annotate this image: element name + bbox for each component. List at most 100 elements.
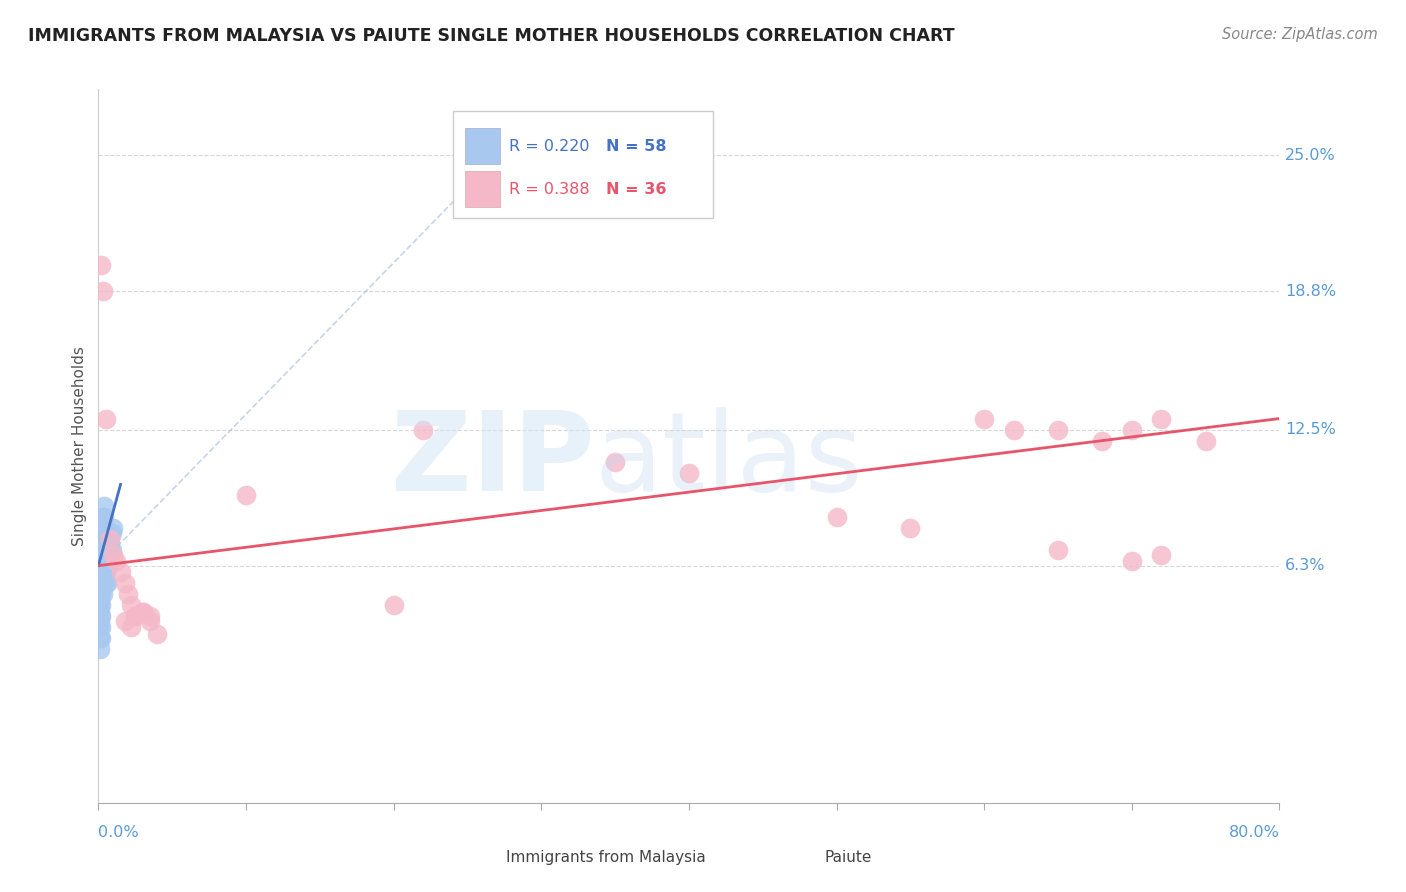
FancyBboxPatch shape [789,844,818,871]
Point [96,548,118,562]
Point [96,561,118,575]
Point [90,554,112,568]
Point [93,500,115,514]
Text: R = 0.388: R = 0.388 [509,182,591,196]
Point [412,423,434,437]
Text: Source: ZipAtlas.com: Source: ZipAtlas.com [1222,27,1378,42]
Point [89,591,111,606]
Point [91,554,114,568]
Point [90,548,112,562]
Point [100,543,122,558]
Point [90,561,112,575]
Point [90,587,112,601]
Point [90,525,112,540]
Point [98,548,121,562]
Point [132,605,155,619]
Point [1046,423,1069,437]
Point [90,539,112,553]
Point [90,609,112,624]
Text: N = 36: N = 36 [606,182,666,196]
Text: Immigrants from Malaysia: Immigrants from Malaysia [506,849,706,864]
Point [93,539,115,553]
Point [89,642,111,657]
Point [146,626,169,640]
Point [120,598,142,612]
Point [124,609,146,624]
Point [1195,434,1218,448]
Point [89,631,111,645]
Point [91,521,114,535]
Point [1091,434,1114,448]
Point [89,609,111,624]
Text: 6.3%: 6.3% [1285,558,1326,574]
Point [973,411,995,425]
Point [94,411,117,425]
Point [89,566,111,580]
Point [91,587,114,601]
Point [105,554,128,568]
Point [114,614,136,628]
Text: 18.8%: 18.8% [1285,284,1337,299]
Text: Paiute: Paiute [825,849,872,864]
Text: 80.0%: 80.0% [1229,825,1279,839]
Point [90,533,112,547]
Point [900,521,922,535]
Point [96,576,118,591]
Point [89,557,111,571]
Point [94,566,117,580]
Point [98,533,121,547]
Point [89,543,111,558]
Point [1002,423,1025,437]
Point [605,455,627,469]
Point [97,539,120,553]
Text: IMMIGRANTS FROM MALAYSIA VS PAIUTE SINGLE MOTHER HOUSEHOLDS CORRELATION CHART: IMMIGRANTS FROM MALAYSIA VS PAIUTE SINGL… [28,27,955,45]
Point [89,552,111,566]
Point [90,576,112,591]
Point [1121,423,1143,437]
Point [1150,548,1173,562]
Text: ZIP: ZIP [391,407,595,514]
Point [89,561,111,575]
Point [94,554,117,568]
Point [825,510,848,524]
Point [94,543,117,558]
FancyBboxPatch shape [471,844,501,871]
Point [1150,411,1173,425]
Point [90,258,112,272]
Point [89,598,111,612]
Point [103,521,125,535]
Point [90,631,112,645]
FancyBboxPatch shape [464,128,501,164]
Point [97,554,120,568]
Point [89,614,111,628]
Point [91,516,114,531]
Point [89,582,111,597]
Point [139,609,162,624]
Point [91,533,114,547]
Point [90,521,112,535]
Point [93,554,115,568]
Point [89,620,111,634]
Point [117,587,139,601]
Point [139,614,162,628]
Point [132,605,155,619]
Text: 12.5%: 12.5% [1285,422,1336,437]
Point [89,548,111,562]
Point [382,598,405,612]
FancyBboxPatch shape [464,171,501,207]
Text: 0.0%: 0.0% [98,825,139,839]
Point [91,543,114,558]
Text: N = 58: N = 58 [606,139,666,153]
Point [94,576,117,591]
Text: atlas: atlas [595,407,863,514]
Point [91,576,114,591]
Point [110,566,132,580]
Point [89,587,111,601]
Point [91,284,114,298]
Point [678,467,700,481]
Point [91,566,114,580]
Point [103,548,125,562]
Y-axis label: Single Mother Households: Single Mother Households [72,346,87,546]
Point [100,525,122,540]
FancyBboxPatch shape [453,111,713,218]
